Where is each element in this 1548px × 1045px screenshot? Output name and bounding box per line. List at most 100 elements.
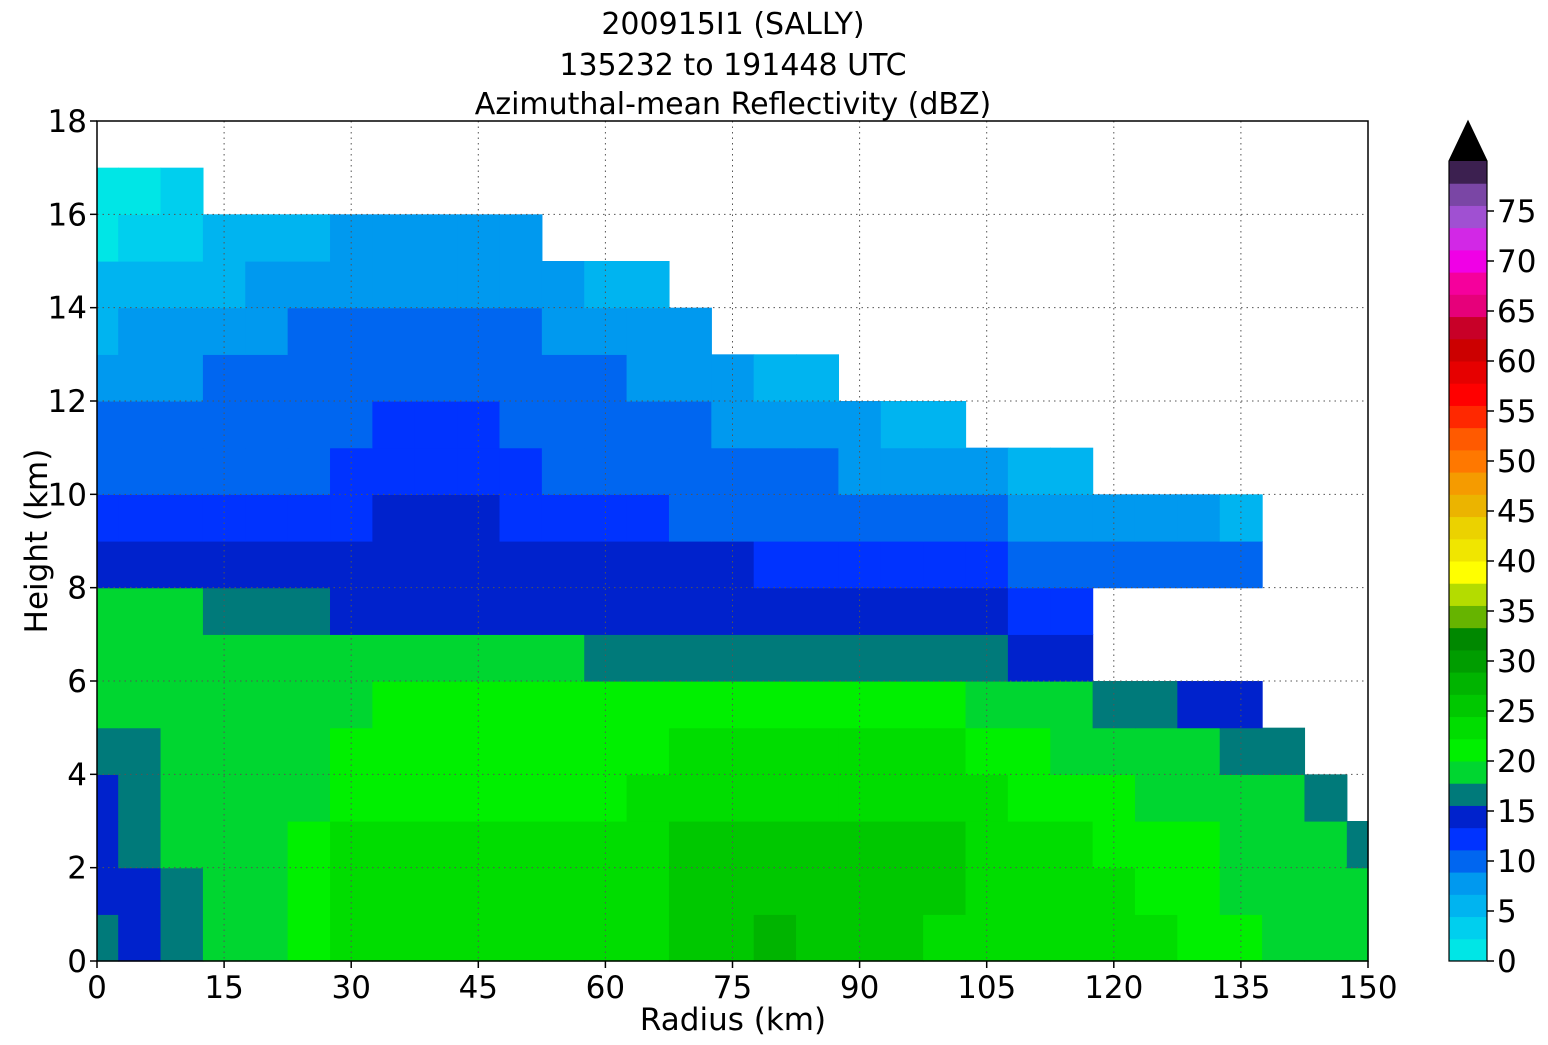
x-tick-label: 15 — [204, 970, 243, 1006]
x-axis-label: Radius (km) — [640, 1002, 826, 1038]
reflectivity-cell — [923, 587, 967, 635]
reflectivity-cell — [287, 354, 331, 402]
reflectivity-cell — [118, 494, 162, 542]
reflectivity-cell — [414, 307, 458, 355]
reflectivity-cell — [457, 821, 501, 869]
reflectivity-cell — [1219, 727, 1263, 775]
reflectivity-cell — [414, 214, 458, 262]
reflectivity-cell — [838, 727, 882, 775]
reflectivity-cell — [1050, 681, 1094, 729]
reflectivity-cell — [668, 634, 712, 682]
colorbar-segment — [1449, 361, 1487, 384]
reflectivity-cell — [414, 261, 458, 309]
reflectivity-cell — [160, 774, 204, 822]
reflectivity-cell — [965, 821, 1009, 869]
reflectivity-cell — [668, 587, 712, 635]
reflectivity-cell — [414, 587, 458, 635]
reflectivity-cell — [202, 447, 246, 495]
reflectivity-cell — [414, 774, 458, 822]
reflectivity-cell — [457, 541, 501, 589]
reflectivity-cell — [372, 447, 416, 495]
x-tick-label: 60 — [586, 970, 625, 1006]
reflectivity-cell — [1092, 821, 1136, 869]
reflectivity-cell — [923, 727, 967, 775]
reflectivity-cell — [202, 727, 246, 775]
reflectivity-cell — [965, 727, 1009, 775]
colorbar-segment — [1449, 494, 1487, 518]
reflectivity-cell — [1262, 821, 1306, 869]
reflectivity-cell — [372, 587, 416, 635]
colorbar-outline — [1448, 119, 1488, 962]
reflectivity-cell — [923, 634, 967, 682]
reflectivity-cell — [838, 821, 882, 869]
reflectivity-cell — [711, 634, 755, 682]
reflectivity-cell — [1262, 774, 1306, 822]
reflectivity-cell — [880, 821, 924, 869]
colorbar-segment — [1449, 561, 1487, 584]
reflectivity-cell — [1007, 821, 1051, 869]
colorbar — [1448, 119, 1488, 962]
reflectivity-cell — [753, 634, 797, 682]
reflectivity-cell — [1134, 821, 1178, 869]
reflectivity-cell — [880, 494, 924, 542]
reflectivity-cell — [1050, 727, 1094, 775]
reflectivity-cell — [1050, 494, 1094, 542]
reflectivity-cell — [1007, 914, 1051, 962]
y-tick-label: 4 — [67, 757, 87, 793]
reflectivity-cell — [1346, 914, 1369, 962]
colorbar-segment — [1449, 672, 1487, 695]
reflectivity-cell — [796, 541, 840, 589]
reflectivity-cell — [414, 821, 458, 869]
reflectivity-cell — [97, 447, 119, 495]
reflectivity-cell — [668, 867, 712, 915]
reflectivity-cell — [160, 447, 204, 495]
reflectivity-cell — [1219, 914, 1263, 962]
reflectivity-cell — [668, 447, 712, 495]
reflectivity-cell — [880, 914, 924, 962]
colorbar-segment — [1449, 249, 1487, 273]
reflectivity-cell — [97, 774, 119, 822]
reflectivity-cell — [1007, 634, 1051, 682]
reflectivity-cell — [1050, 587, 1094, 635]
reflectivity-cell — [923, 494, 967, 542]
reflectivity-cell — [796, 401, 840, 449]
reflectivity-cell — [1007, 587, 1051, 635]
reflectivity-cell — [97, 587, 119, 635]
reflectivity-cell — [1134, 541, 1178, 589]
reflectivity-cell — [923, 681, 967, 729]
reflectivity-cell — [1134, 867, 1178, 915]
reflectivity-cell — [626, 447, 670, 495]
reflectivity-cell — [372, 681, 416, 729]
reflectivity-cell — [245, 914, 289, 962]
colorbar-tick-label: 25 — [1497, 694, 1536, 730]
y-tick-label: 0 — [67, 944, 87, 980]
reflectivity-cell — [1177, 681, 1221, 729]
reflectivity-cell — [541, 821, 585, 869]
colorbar-tick-label: 50 — [1497, 444, 1536, 480]
reflectivity-cell — [1134, 727, 1178, 775]
reflectivity-cell — [287, 261, 331, 309]
reflectivity-cell — [796, 914, 840, 962]
reflectivity-cell — [160, 867, 204, 915]
reflectivity-cell — [245, 587, 289, 635]
reflectivity-cell — [160, 307, 204, 355]
reflectivity-cell — [584, 727, 628, 775]
reflectivity-cell — [1092, 914, 1136, 962]
x-tick-label: 75 — [713, 970, 752, 1006]
reflectivity-cell — [796, 867, 840, 915]
reflectivity-cell — [118, 307, 162, 355]
reflectivity-cell — [372, 354, 416, 402]
reflectivity-cell — [372, 914, 416, 962]
reflectivity-cell — [202, 821, 246, 869]
reflectivity-cell — [626, 634, 670, 682]
reflectivity-cell — [97, 541, 119, 589]
colorbar-segment — [1449, 805, 1487, 829]
reflectivity-cell — [372, 727, 416, 775]
colorbar-segment — [1449, 872, 1487, 895]
colorbar-ticks: 0 5 10 15 20 25 30 35 40 45 50 55 60 65 70 75 — [1487, 194, 1536, 980]
reflectivity-cell — [1050, 774, 1094, 822]
reflectivity-cell — [1134, 914, 1178, 962]
reflectivity-cell — [1219, 821, 1263, 869]
reflectivity-cell — [118, 867, 162, 915]
reflectivity-cell — [626, 587, 670, 635]
